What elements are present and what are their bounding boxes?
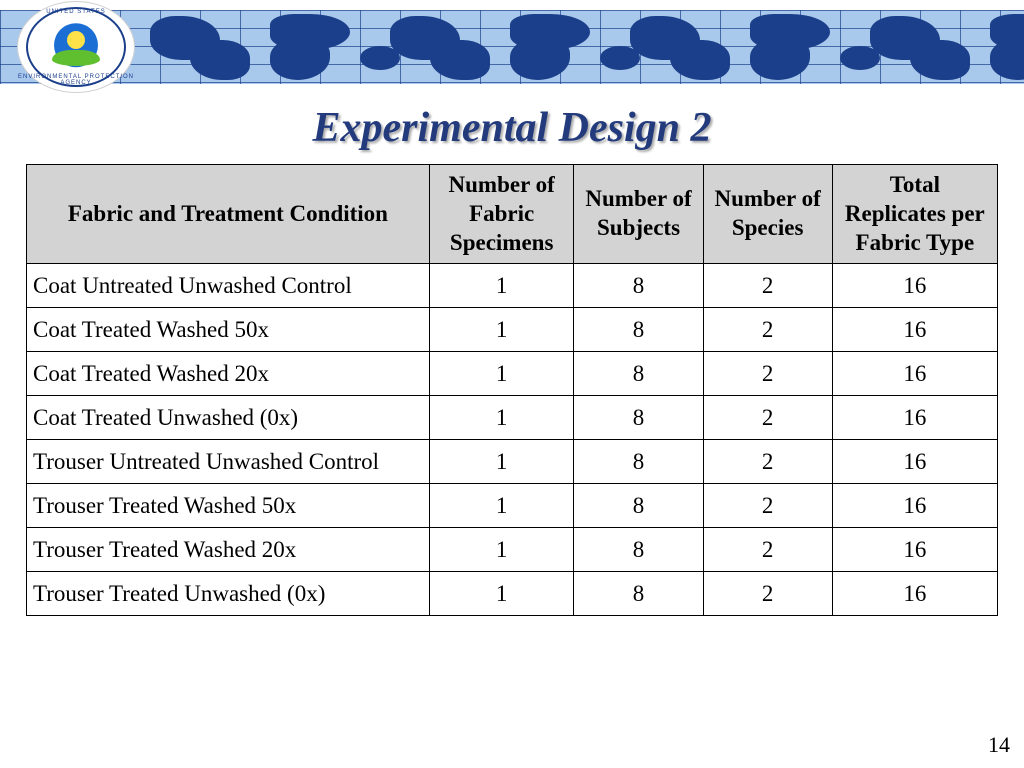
cell-replicates: 16 <box>832 352 997 396</box>
seal-sun-icon <box>67 31 85 49</box>
experimental-design-table: Fabric and Treatment Condition Number of… <box>26 164 998 616</box>
cell-subjects: 8 <box>574 264 703 308</box>
table-row: Trouser Treated Unwashed (0x)18216 <box>27 572 998 616</box>
world-map-strip <box>0 10 1024 84</box>
cell-species: 2 <box>703 528 832 572</box>
col-header-replicates: Total Replicates per Fabric Type <box>832 165 997 264</box>
cell-species: 2 <box>703 572 832 616</box>
cell-replicates: 16 <box>832 572 997 616</box>
table-wrapper: Fabric and Treatment Condition Number of… <box>0 164 1024 616</box>
cell-specimens: 1 <box>429 572 574 616</box>
col-header-species: Number of Species <box>703 165 832 264</box>
cell-subjects: 8 <box>574 396 703 440</box>
cell-species: 2 <box>703 264 832 308</box>
cell-condition: Trouser Treated Washed 50x <box>27 484 430 528</box>
cell-specimens: 1 <box>429 528 574 572</box>
cell-condition: Coat Untreated Unwashed Control <box>27 264 430 308</box>
col-header-subjects: Number of Subjects <box>574 165 703 264</box>
cell-subjects: 8 <box>574 440 703 484</box>
cell-specimens: 1 <box>429 264 574 308</box>
cell-subjects: 8 <box>574 352 703 396</box>
cell-specimens: 1 <box>429 396 574 440</box>
cell-subjects: 8 <box>574 572 703 616</box>
table-row: Coat Untreated Unwashed Control18216 <box>27 264 998 308</box>
page-number: 14 <box>988 732 1010 758</box>
cell-replicates: 16 <box>832 440 997 484</box>
cell-species: 2 <box>703 352 832 396</box>
table-row: Coat Treated Unwashed (0x)18216 <box>27 396 998 440</box>
cell-condition: Trouser Treated Washed 20x <box>27 528 430 572</box>
seal-text-top: UNITED STATES <box>18 9 134 15</box>
cell-condition: Coat Treated Unwashed (0x) <box>27 396 430 440</box>
seal-text-bottom: ENVIRONMENTAL PROTECTION AGENCY <box>18 74 134 86</box>
cell-subjects: 8 <box>574 528 703 572</box>
cell-subjects: 8 <box>574 484 703 528</box>
cell-condition: Trouser Treated Unwashed (0x) <box>27 572 430 616</box>
cell-condition: Coat Treated Washed 50x <box>27 308 430 352</box>
cell-specimens: 1 <box>429 484 574 528</box>
cell-species: 2 <box>703 308 832 352</box>
epa-seal: UNITED STATES ENVIRONMENTAL PROTECTION A… <box>18 2 134 92</box>
cell-species: 2 <box>703 396 832 440</box>
slide-title: Experimental Design 2 <box>0 104 1024 152</box>
cell-replicates: 16 <box>832 484 997 528</box>
cell-replicates: 16 <box>832 528 997 572</box>
table-row: Coat Treated Washed 50x18216 <box>27 308 998 352</box>
col-header-condition: Fabric and Treatment Condition <box>27 165 430 264</box>
cell-subjects: 8 <box>574 308 703 352</box>
table-row: Trouser Treated Washed 50x18216 <box>27 484 998 528</box>
cell-specimens: 1 <box>429 352 574 396</box>
cell-condition: Trouser Untreated Unwashed Control <box>27 440 430 484</box>
header-banner: UNITED STATES ENVIRONMENTAL PROTECTION A… <box>0 0 1024 92</box>
col-header-specimens: Number of Fabric Specimens <box>429 165 574 264</box>
table-row: Trouser Untreated Unwashed Control18216 <box>27 440 998 484</box>
cell-species: 2 <box>703 440 832 484</box>
table-header-row: Fabric and Treatment Condition Number of… <box>27 165 998 264</box>
cell-specimens: 1 <box>429 440 574 484</box>
seal-leaf-icon <box>52 50 100 66</box>
table-row: Coat Treated Washed 20x18216 <box>27 352 998 396</box>
cell-replicates: 16 <box>832 264 997 308</box>
cell-replicates: 16 <box>832 396 997 440</box>
table-row: Trouser Treated Washed 20x18216 <box>27 528 998 572</box>
cell-specimens: 1 <box>429 308 574 352</box>
cell-species: 2 <box>703 484 832 528</box>
cell-condition: Coat Treated Washed 20x <box>27 352 430 396</box>
cell-replicates: 16 <box>832 308 997 352</box>
